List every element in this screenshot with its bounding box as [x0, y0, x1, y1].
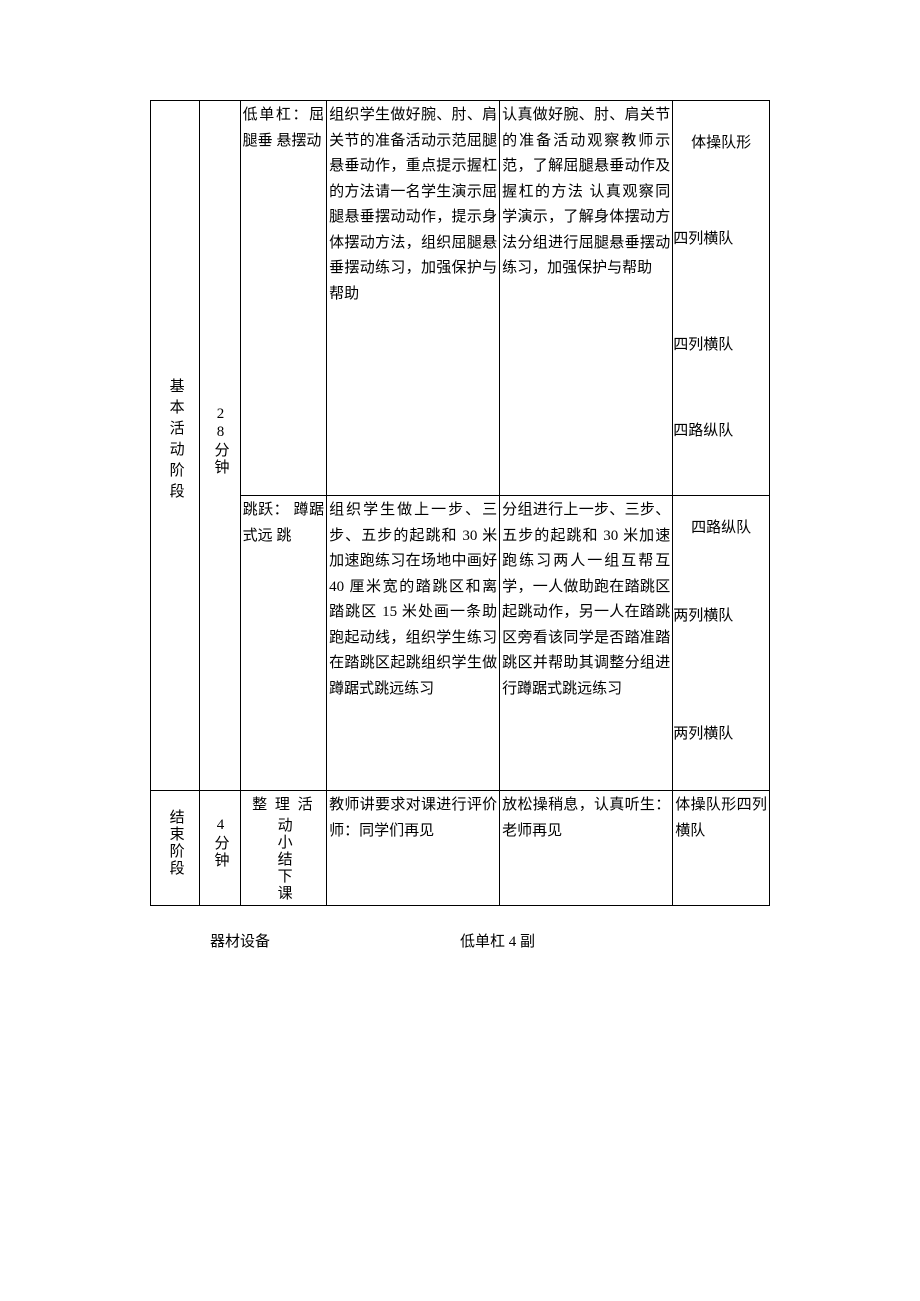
content-cell: 整 理 活 动小结下课 — [240, 791, 327, 906]
table-row: 跳跃： 蹲踞式远 跳 组织学生做上一步、三步、五步的起跳和 30 米加速跑练习在… — [151, 496, 770, 791]
teacher-activity-text: 教师讲要求对课进行评价师：同学们再见 — [329, 797, 497, 839]
content-text: 动小结下课 — [272, 817, 295, 902]
content-text: 跳跃： 蹲踞式远 跳 — [243, 502, 325, 544]
stage-label: 结束阶段 — [162, 809, 188, 877]
content-cell: 低单杠：屈腿垂 悬摆动 — [240, 101, 327, 496]
equipment-value: 低单杠 4 副 — [460, 930, 535, 951]
student-activity-cell: 放松操稍息，认真听生：老师再见 — [500, 791, 673, 906]
formation-text: 四列横队 — [673, 303, 769, 409]
formation-text: 四路纵队 — [673, 409, 769, 495]
page: 基本活动阶段 28分钟 低单杠：屈腿垂 悬摆动 组织学生做好腕、肘、肩关节的准备… — [0, 0, 920, 1031]
formation-cell: 体操队形四列横队 — [673, 791, 770, 906]
formation-cell: 四路纵队 两列横队 两列横队 — [673, 496, 770, 791]
content-cell: 跳跃： 蹲踞式远 跳 — [240, 496, 327, 791]
stage-cell: 基本活动阶段 — [151, 101, 200, 791]
student-activity-text: 分组进行上一步、三步、五步的起跳和 30 米加速跑练习两人一组互帮互学，一人做助… — [502, 502, 670, 697]
time-label: 28分钟 — [207, 406, 233, 476]
student-activity-text: 认真做好腕、肘、肩关节的准备活动观察教师示范，了解屈腿悬垂动作及握杠的方法 认真… — [502, 107, 670, 276]
time-label: 4分钟 — [207, 817, 233, 869]
formation-text: 四路纵队 — [673, 496, 769, 584]
formation-text: 体操队形四列横队 — [675, 797, 767, 839]
stage-cell: 结束阶段 — [151, 791, 200, 906]
formation-text: 两列横队 — [673, 584, 769, 672]
teacher-activity-cell: 组织学生做好腕、肘、肩关节的准备活动示范屈腿悬垂动作，重点提示握杠的方法请一名学… — [327, 101, 500, 496]
equipment-footer: 器材设备 低单杠 4 副 — [150, 930, 770, 951]
time-cell: 4分钟 — [199, 791, 240, 906]
student-activity-text: 放松操稍息，认真听生：老师再见 — [502, 797, 670, 839]
time-cell: 28分钟 — [199, 101, 240, 791]
equipment-label: 器材设备 — [210, 930, 270, 951]
formation-cell: 体操队形 四列横队 四列横队 四路纵队 — [673, 101, 770, 496]
teacher-activity-cell: 教师讲要求对课进行评价师：同学们再见 — [327, 791, 500, 906]
teacher-activity-text: 组织学生做上一步、三步、五步的起跳和 30 米加速跑练习在场地中画好 40 厘米… — [329, 502, 497, 697]
formation-text: 四列横队 — [673, 207, 769, 303]
lesson-plan-table: 基本活动阶段 28分钟 低单杠：屈腿垂 悬摆动 组织学生做好腕、肘、肩关节的准备… — [150, 100, 770, 906]
stage-label: 基本活动阶段 — [162, 378, 188, 504]
content-text: 低单杠：屈腿垂 悬摆动 — [243, 107, 325, 149]
formation-text: 体操队形 — [673, 101, 769, 207]
formation-text: 两列横队 — [673, 672, 769, 790]
teacher-activity-cell: 组织学生做上一步、三步、五步的起跳和 30 米加速跑练习在场地中画好 40 厘米… — [327, 496, 500, 791]
content-text: 整 理 活 — [252, 794, 315, 817]
teacher-activity-text: 组织学生做好腕、肘、肩关节的准备活动示范屈腿悬垂动作，重点提示握杠的方法请一名学… — [329, 107, 497, 302]
student-activity-cell: 分组进行上一步、三步、五步的起跳和 30 米加速跑练习两人一组互帮互学，一人做助… — [500, 496, 673, 791]
table-row: 基本活动阶段 28分钟 低单杠：屈腿垂 悬摆动 组织学生做好腕、肘、肩关节的准备… — [151, 101, 770, 496]
student-activity-cell: 认真做好腕、肘、肩关节的准备活动观察教师示范，了解屈腿悬垂动作及握杠的方法 认真… — [500, 101, 673, 496]
table-row: 结束阶段 4分钟 整 理 活 动小结下课 教师讲要求对课进行评价师：同学们再见 … — [151, 791, 770, 906]
